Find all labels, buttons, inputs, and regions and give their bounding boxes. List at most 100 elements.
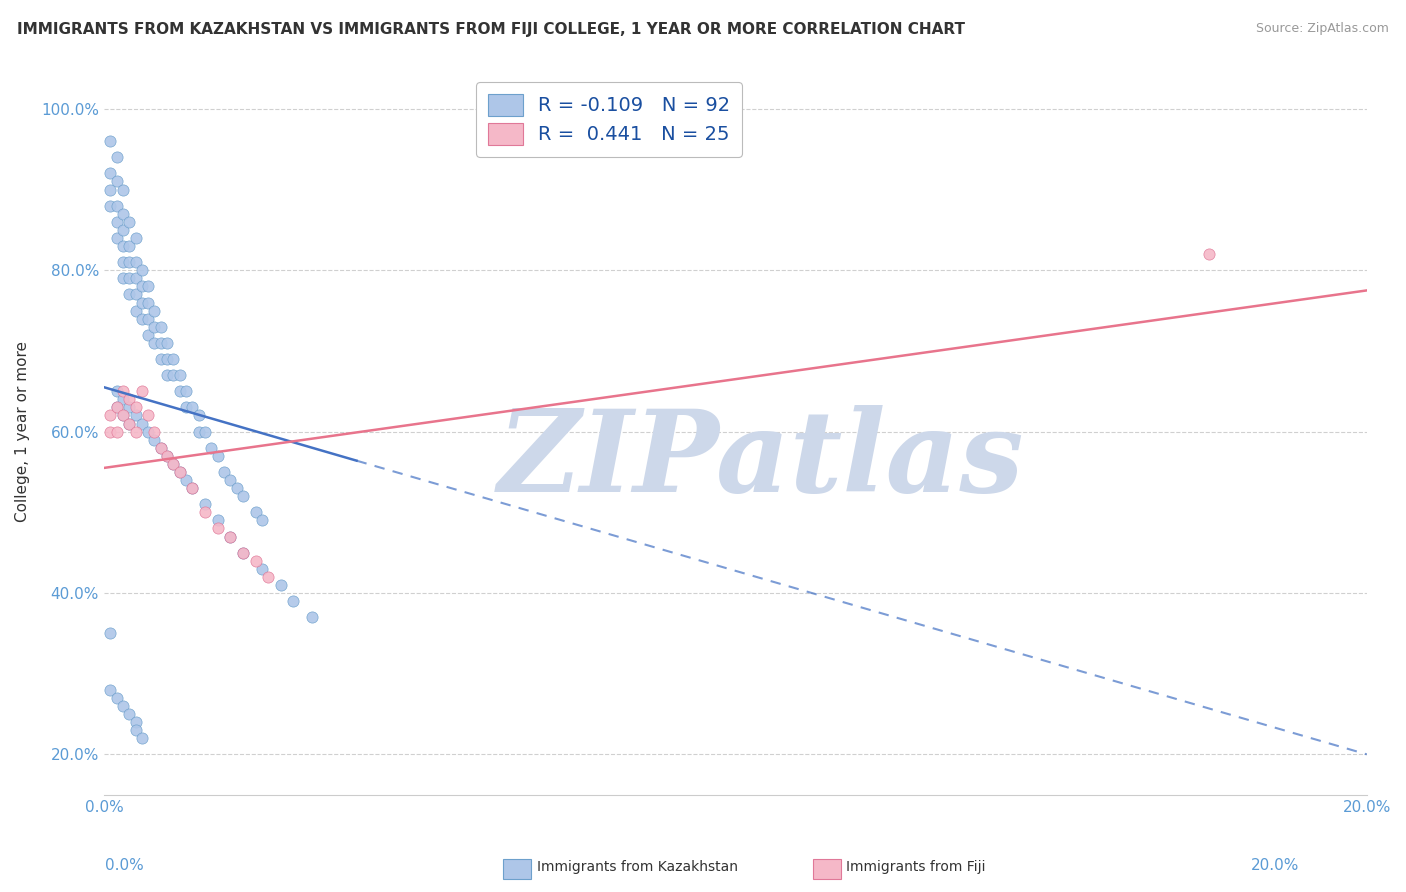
Point xyxy=(118,706,141,721)
Point xyxy=(111,409,134,423)
Point xyxy=(136,327,159,342)
Point xyxy=(245,505,267,519)
Point xyxy=(131,731,153,746)
Text: ZIPatlas: ZIPatlas xyxy=(498,405,1024,516)
Point xyxy=(143,433,166,447)
Text: 0.0%: 0.0% xyxy=(105,858,145,872)
Point xyxy=(131,384,153,399)
Point xyxy=(124,409,146,423)
Point xyxy=(124,255,146,269)
Point xyxy=(124,401,146,415)
Point xyxy=(162,351,184,366)
Point xyxy=(131,263,153,277)
Point xyxy=(98,134,121,148)
Point xyxy=(124,287,146,301)
Point xyxy=(131,311,153,326)
Point xyxy=(162,457,184,471)
Point xyxy=(111,409,134,423)
Point xyxy=(181,401,204,415)
Point xyxy=(169,384,191,399)
Point xyxy=(118,401,141,415)
Point xyxy=(169,465,191,479)
Point xyxy=(118,239,141,253)
Point xyxy=(149,335,172,350)
Point xyxy=(105,384,128,399)
Point xyxy=(225,481,247,495)
Point xyxy=(257,570,280,584)
Point xyxy=(156,335,179,350)
Point xyxy=(105,401,128,415)
Point xyxy=(250,513,273,527)
Legend: R = -0.109   N = 92, R =  0.441   N = 25: R = -0.109 N = 92, R = 0.441 N = 25 xyxy=(477,82,742,157)
Point xyxy=(105,174,128,188)
Point xyxy=(301,610,323,624)
Point xyxy=(156,351,179,366)
Point xyxy=(98,166,121,180)
Point xyxy=(98,425,121,439)
Point xyxy=(131,417,153,431)
Point xyxy=(174,401,197,415)
Point xyxy=(136,311,159,326)
Point xyxy=(194,497,217,511)
Point xyxy=(149,319,172,334)
Point xyxy=(143,425,166,439)
Point xyxy=(232,546,254,560)
Point xyxy=(136,295,159,310)
Point xyxy=(105,231,128,245)
Point xyxy=(105,401,128,415)
Point xyxy=(111,255,134,269)
Point xyxy=(124,425,146,439)
Point xyxy=(143,335,166,350)
Point xyxy=(105,215,128,229)
Point xyxy=(118,417,141,431)
Point xyxy=(194,425,217,439)
Point xyxy=(219,529,242,543)
Point xyxy=(111,207,134,221)
Text: Immigrants from Kazakhstan: Immigrants from Kazakhstan xyxy=(537,860,738,874)
Point xyxy=(111,384,134,399)
Text: 20.0%: 20.0% xyxy=(1251,858,1299,872)
Point xyxy=(124,723,146,738)
Point xyxy=(156,368,179,383)
Point xyxy=(1198,247,1220,261)
Point xyxy=(187,425,209,439)
Point xyxy=(143,319,166,334)
Point xyxy=(124,231,146,245)
Point xyxy=(169,465,191,479)
Point xyxy=(118,271,141,285)
Point xyxy=(207,521,229,535)
Point xyxy=(111,392,134,407)
Point xyxy=(105,150,128,164)
Text: Source: ZipAtlas.com: Source: ZipAtlas.com xyxy=(1256,22,1389,36)
Point xyxy=(136,279,159,293)
Point xyxy=(162,457,184,471)
Point xyxy=(283,594,305,608)
Point xyxy=(187,409,209,423)
Text: Immigrants from Fiji: Immigrants from Fiji xyxy=(846,860,986,874)
Point xyxy=(118,392,141,407)
Point xyxy=(181,481,204,495)
Point xyxy=(219,473,242,487)
Point xyxy=(143,303,166,318)
Point xyxy=(232,489,254,503)
Point xyxy=(124,715,146,730)
Point xyxy=(118,215,141,229)
Point xyxy=(124,271,146,285)
Point xyxy=(149,441,172,455)
Point xyxy=(105,690,128,705)
Point xyxy=(174,384,197,399)
Point xyxy=(156,449,179,463)
Point xyxy=(212,465,235,479)
Point xyxy=(131,279,153,293)
Point xyxy=(156,449,179,463)
Point xyxy=(194,505,217,519)
Point xyxy=(162,368,184,383)
Point xyxy=(232,546,254,560)
Point xyxy=(98,409,121,423)
Point xyxy=(105,199,128,213)
Y-axis label: College, 1 year or more: College, 1 year or more xyxy=(15,341,30,522)
Point xyxy=(111,271,134,285)
Point xyxy=(245,554,267,568)
Point xyxy=(105,425,128,439)
Point xyxy=(219,529,242,543)
